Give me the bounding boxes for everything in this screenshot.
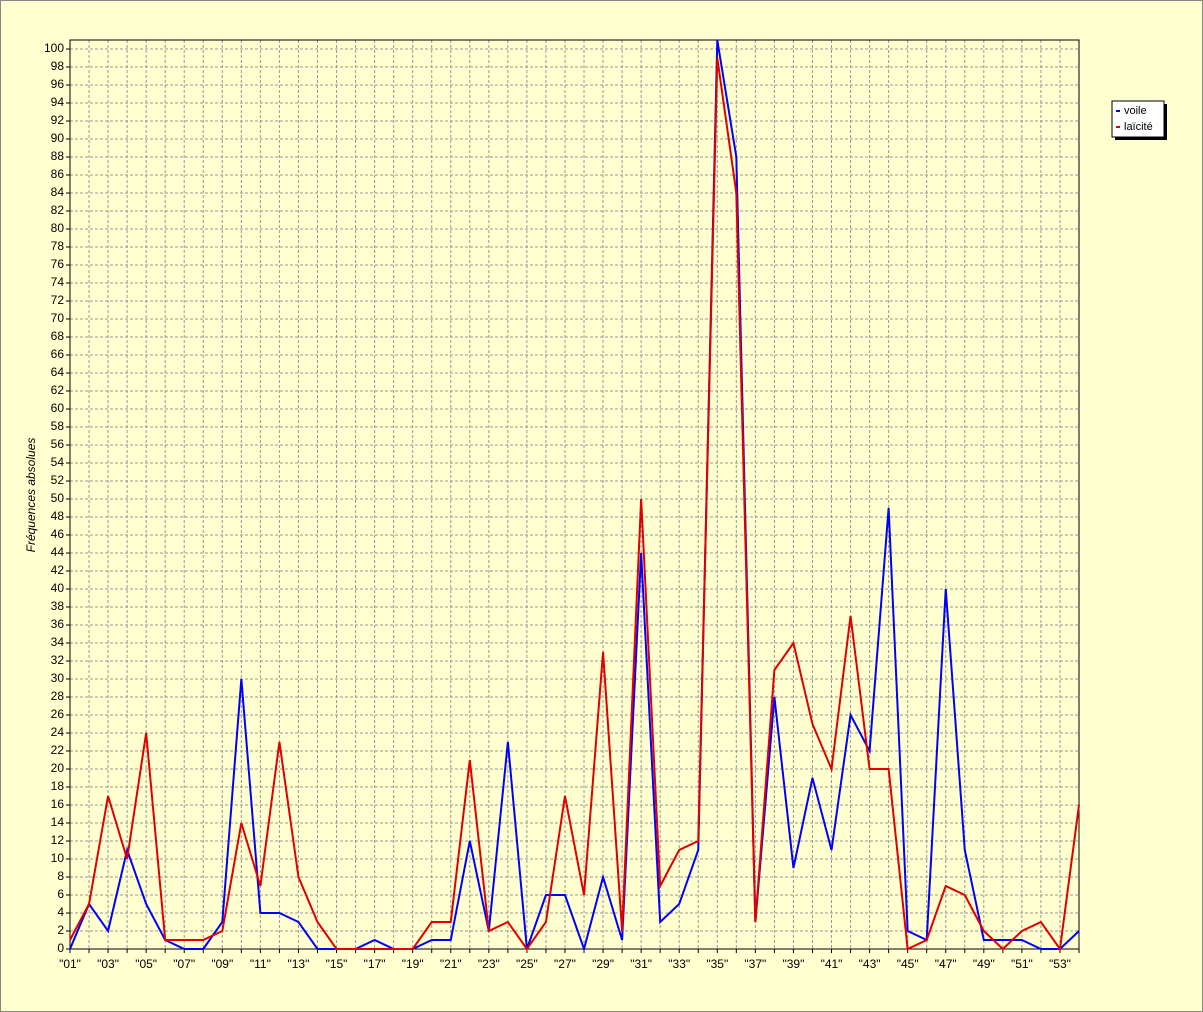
y-tick-label: 42 [51,563,65,577]
x-tick-label: "37" [744,957,766,971]
series-line [69,57,1080,952]
x-tick-label: "35" [706,957,728,971]
x-tick-label: "47" [935,957,957,971]
y-tick-label: 26 [51,707,65,721]
y-tick-label: 76 [51,257,65,271]
legend-label: laïcité [1124,121,1153,133]
legend-box [1111,100,1165,138]
plot-area [70,40,1079,949]
y-tick-label: 82 [51,203,65,217]
y-tick-label: 48 [51,509,65,523]
x-tick-label: "13" [288,957,310,971]
legend: voile laïcité [1111,100,1167,140]
y-tick-label: 14 [51,815,65,829]
y-tick-label: 50 [51,491,65,505]
y-tick-label: 60 [51,401,65,415]
y-tick-label: 10 [51,851,65,865]
y-tick-label: 52 [51,473,65,487]
y-tick-label: 38 [51,599,65,613]
y-tick-label: 34 [51,635,65,649]
y-tick-label: 86 [51,167,65,181]
y-tick-label: 56 [51,437,65,451]
y-tick-label: 54 [51,455,65,469]
y-tick-label: 32 [51,653,65,667]
y-tick-label: 24 [51,725,65,739]
x-tick-label: "21" [440,957,462,971]
y-tick-label: 88 [51,149,65,163]
y-tick-label: 94 [51,95,65,109]
x-tick-label: "39" [782,957,804,971]
x-tick-label: "45" [897,957,919,971]
x-tick-label: "07" [173,957,195,971]
y-tick-label: 84 [51,185,65,199]
x-tick-label: "51" [1011,957,1033,971]
y-tick-label: 70 [51,311,65,325]
y-tick-label: 30 [51,671,65,685]
y-tick-label: 4 [57,905,64,919]
x-tick-label: "11" [250,957,271,971]
y-tick-label: 68 [51,329,65,343]
y-tick-label: 44 [51,545,65,559]
y-axis-label: Fréquences absolues [24,438,38,553]
x-tick-label: "53" [1049,957,1071,971]
y-tick-label: 2 [57,923,64,937]
y-tick-label: 100 [44,41,64,55]
y-tick-label: 78 [51,239,65,253]
y-tick-label: 16 [51,797,65,811]
x-tick-label: "23" [478,957,500,971]
x-tick-label: "31" [630,957,652,971]
y-tick-label: 72 [51,293,65,307]
y-tick-label: 62 [51,383,65,397]
y-tick-label: 96 [51,77,65,91]
x-tick-label: "01" [59,957,81,971]
series-line [69,39,1080,953]
legend-label: voile [1124,105,1147,117]
y-tick-label: 6 [57,887,64,901]
y-tick-label: 46 [51,527,65,541]
plot-frame [69,39,1080,950]
y-tick-label: 36 [51,617,65,631]
y-tick-label: 20 [51,761,65,775]
y-tick-label: 22 [51,743,65,757]
x-tick-label: "05" [135,957,157,971]
y-tick-label: 90 [51,131,65,145]
x-tick-label: "09" [211,957,233,971]
x-tick-label: "19" [402,957,424,971]
x-tick-label: "33" [668,957,690,971]
y-tick-label: 64 [51,365,65,379]
y-tick-label: 92 [51,113,65,127]
x-tick-label: "49" [973,957,995,971]
x-tick-label: "25" [516,957,538,971]
y-tick-label: 0 [57,941,64,955]
x-tick-label: "15" [326,957,348,971]
y-tick-label: 40 [51,581,65,595]
x-tick-label: "43" [859,957,881,971]
x-tick-label: "17" [364,957,386,971]
x-tick-label: "41" [821,957,843,971]
y-tick-label: 28 [51,689,65,703]
y-tick-label: 74 [51,275,65,289]
x-tick-label: "03" [97,957,119,971]
y-tick-label: 80 [51,221,65,235]
y-tick-label: 12 [51,833,65,847]
y-tick-label: 18 [51,779,65,793]
y-tick-label: 8 [57,869,64,883]
x-tick-label: "29" [592,957,614,971]
y-tick-label: 66 [51,347,65,361]
y-tick-label: 98 [51,59,65,73]
y-tick-label: 58 [51,419,65,433]
x-tick-label: "27" [554,957,576,971]
